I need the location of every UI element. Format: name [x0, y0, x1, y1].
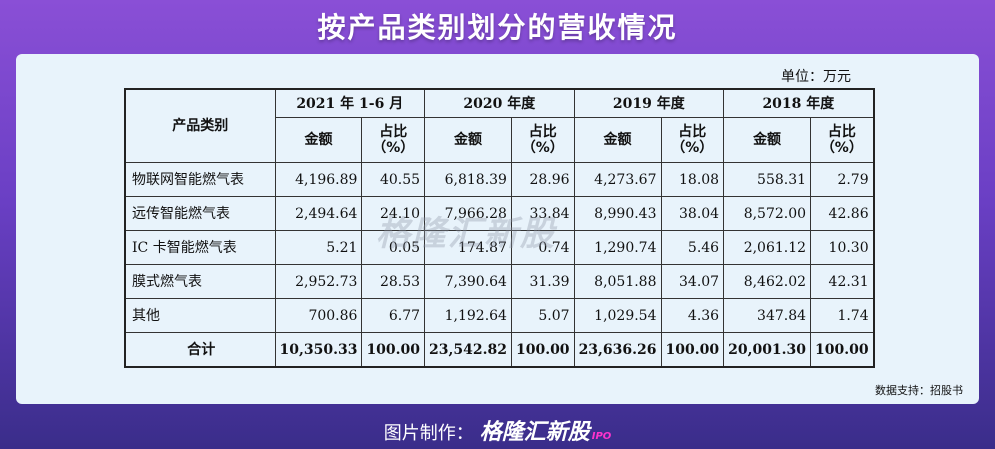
amount-cell: 347.84	[723, 298, 812, 333]
amount-cell: 8,462.02	[723, 264, 812, 299]
ratio-header: 占比 （%）	[810, 117, 875, 163]
ratio-cell: 40.55	[361, 162, 426, 197]
revenue-table: 产品类别 2021 年 1-6 月 2020 年度 2019 年度 2018 年…	[124, 88, 875, 368]
amount-cell: 8,990.43	[573, 196, 662, 231]
category-cell: 其他	[124, 298, 276, 333]
ratio-cell: 38.04	[660, 196, 725, 231]
watermark: 格隆汇新股	[376, 214, 556, 254]
ratio-cell: 24.10	[361, 196, 426, 231]
ratio-cell: 42.86	[810, 196, 875, 231]
unit-label: 单位：万元	[781, 69, 851, 85]
amount-cell: 7,390.64	[424, 264, 512, 299]
period-header: 2021 年 1-6 月	[274, 88, 426, 118]
category-cell: 合计	[124, 332, 276, 368]
ratio-cell: 5.07	[510, 298, 575, 333]
period-header: 2019 年度	[573, 88, 725, 118]
amount-cell: 23,542.82	[424, 332, 512, 368]
ratio-cell: 0.74	[510, 230, 575, 265]
table-row: 膜式燃气表 2,952.73 28.53 7,390.64 31.39 8,051.88 3…	[124, 264, 875, 299]
page-title: 按产品类别划分的营收情况	[317, 11, 678, 44]
amount-header: 金额	[274, 117, 363, 163]
amount-cell: 2,952.73	[274, 264, 363, 299]
ratio-header: 占比 （%）	[660, 117, 725, 163]
amount-cell: 23,636.26	[573, 332, 662, 368]
footer-brand-logo: 格隆汇新股	[479, 420, 590, 445]
amount-header: 金额	[573, 117, 662, 163]
footer-label: 图片制作：	[383, 423, 474, 444]
amount-cell: 5.21	[274, 230, 363, 265]
footer: 图片制作： 格隆汇新股 IPO	[0, 414, 995, 446]
ratio-cell: 2.79	[810, 162, 875, 197]
amount-cell: 4,273.67	[573, 162, 662, 197]
amount-cell: 20,001.30	[723, 332, 812, 368]
ratio-cell: 28.96	[510, 162, 575, 197]
amount-cell: 6,818.39	[424, 162, 512, 197]
total-row: 合计 10,350.33 100.00 23,542.82 100.00 23,636.2…	[124, 332, 875, 368]
ratio-cell: 42.31	[810, 264, 875, 299]
amount-cell: 8,572.00	[723, 196, 812, 231]
ratio-header: 占比 （%）	[361, 117, 426, 163]
ratio-cell: 33.84	[510, 196, 575, 231]
amount-cell: 8,051.88	[573, 264, 662, 299]
ratio-cell: 100.00	[510, 332, 575, 368]
amount-cell: 174.87	[424, 230, 512, 265]
amount-header: 金额	[424, 117, 512, 163]
amount-cell: 10,350.33	[274, 332, 363, 368]
ratio-cell: 100.00	[660, 332, 725, 368]
amount-cell: 700.86	[274, 298, 363, 333]
ratio-cell: 34.07	[660, 264, 725, 299]
ratio-cell: 100.00	[361, 332, 426, 368]
amount-cell: 1,290.74	[573, 230, 662, 265]
amount-cell: 7,966.28	[424, 196, 512, 231]
ratio-cell: 4.36	[660, 298, 725, 333]
ratio-cell: 0.05	[361, 230, 426, 265]
table-row: 物联网智能燃气表 4,196.89 40.55 6,818.39 28.96 4,273.…	[124, 162, 875, 197]
ratio-cell: 18.08	[660, 162, 725, 197]
table-row: 其他 700.86 6.77 1,192.64 5.07 1,029.54 4.36 347.…	[124, 298, 875, 333]
category-cell: 远传智能燃气表	[124, 196, 276, 231]
amount-cell: 1,192.64	[424, 298, 512, 333]
category-cell: 膜式燃气表	[124, 264, 276, 299]
amount-cell: 2,061.12	[723, 230, 812, 265]
amount-cell: 4,196.89	[274, 162, 363, 197]
table-row: 远传智能燃气表 2,494.64 24.10 7,966.28 33.84 8,990.4…	[124, 196, 875, 231]
ratio-cell: 100.00	[810, 332, 875, 368]
amount-cell: 558.31	[723, 162, 812, 197]
amount-cell: 2,494.64	[274, 196, 363, 231]
table-card: 单位：万元 产品类别 2021 年 1-6 月 2020 年度 2019 年度 …	[16, 54, 979, 404]
amount-cell: 1,029.54	[573, 298, 662, 333]
footer-ipo-mark: IPO	[591, 431, 612, 442]
category-header: 产品类别	[124, 88, 276, 163]
period-header: 2020 年度	[424, 88, 575, 118]
period-header: 2018 年度	[723, 88, 875, 118]
ratio-cell: 1.74	[810, 298, 875, 333]
data-source: 数据支持：招股书	[875, 384, 963, 397]
category-cell: IC 卡智能燃气表	[124, 230, 276, 265]
ratio-cell: 5.46	[660, 230, 725, 265]
ratio-header: 占比 （%）	[510, 117, 575, 163]
ratio-cell: 28.53	[361, 264, 426, 299]
ratio-cell: 31.39	[510, 264, 575, 299]
ratio-cell: 10.30	[810, 230, 875, 265]
category-cell: 物联网智能燃气表	[124, 162, 276, 197]
ratio-cell: 6.77	[361, 298, 426, 333]
amount-header: 金额	[723, 117, 812, 163]
